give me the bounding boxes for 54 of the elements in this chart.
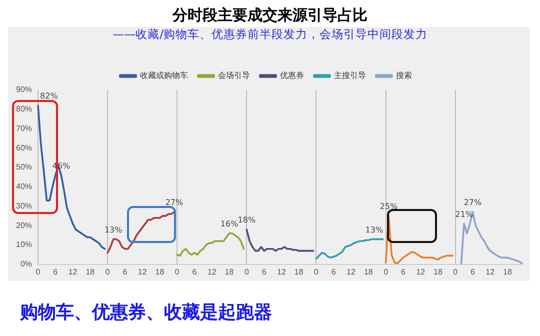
- y-tick-label: 80%: [16, 104, 32, 114]
- legend-label: 搜索: [396, 71, 412, 80]
- y-tick-label: 0%: [20, 260, 32, 269]
- x-tick-label: 18: [294, 267, 304, 276]
- x-tick-label: 12: [277, 267, 286, 276]
- y-tick-label: 30%: [16, 201, 32, 210]
- data-label: 27%: [165, 198, 184, 208]
- x-tick-label: 12: [416, 267, 426, 276]
- y-tick-label: 70%: [16, 124, 32, 133]
- x-tick-label: 12: [207, 267, 217, 276]
- text: 购物车、优惠券、收藏是起跑器: [20, 301, 272, 324]
- x-tick-label: 18: [86, 267, 96, 276]
- legend-label: 优惠券: [280, 71, 304, 80]
- y-tick-label: 20%: [16, 220, 32, 230]
- data-label: 16%: [220, 219, 239, 228]
- y-tick-label: 10%: [16, 240, 32, 250]
- x-tick-label: 6: [262, 267, 267, 276]
- x-tick-label: 0: [244, 267, 250, 276]
- y-tick-label: 90%: [16, 85, 32, 94]
- x-tick-label: 6: [400, 267, 406, 276]
- x-tick-label: 6: [331, 267, 336, 276]
- chart-title: 分时段主要成交来源引导占比: [172, 6, 368, 24]
- x-tick-label: 0: [453, 267, 458, 276]
- data-label: 13%: [365, 225, 384, 234]
- x-tick-label: 0: [36, 267, 41, 276]
- x-tick-label: 12: [138, 267, 148, 276]
- x-tick-label: 18: [155, 267, 165, 276]
- chart-subtitle: ——收藏/购物车、优惠券前半段发力，会场引导中间段发力: [112, 27, 428, 41]
- x-tick-label: 6: [53, 267, 58, 276]
- legend-label: 主搜引导: [334, 71, 366, 80]
- x-tick-label: 0: [174, 267, 180, 276]
- x-tick-label: 6: [122, 267, 128, 276]
- y-tick-label: 40%: [16, 182, 32, 192]
- x-tick-label: 0: [105, 267, 110, 276]
- legend-label: 会场引导: [218, 71, 250, 80]
- x-tick-label: 12: [68, 267, 78, 276]
- legend-label: 收藏或购物车: [140, 71, 188, 80]
- x-tick-label: 18: [364, 267, 374, 276]
- x-tick-label: 18: [503, 267, 513, 276]
- x-tick-label: 18: [434, 267, 443, 276]
- data-label: 25%: [380, 202, 398, 212]
- data-label: 13%: [104, 225, 123, 234]
- data-label: 18%: [238, 216, 256, 225]
- data-label: 82%: [40, 92, 58, 101]
- x-tick-label: 6: [470, 267, 476, 276]
- x-tick-label: 12: [346, 267, 356, 276]
- y-tick-label: 50%: [16, 162, 32, 172]
- x-tick-label: 12: [486, 267, 496, 276]
- x-tick-label: 0: [384, 267, 389, 276]
- x-tick-label: 0: [314, 267, 320, 276]
- data-label: 27%: [464, 198, 482, 208]
- x-tick-label: 6: [192, 267, 198, 276]
- y-tick-label: 60%: [16, 143, 32, 152]
- x-tick-label: 18: [224, 267, 234, 276]
